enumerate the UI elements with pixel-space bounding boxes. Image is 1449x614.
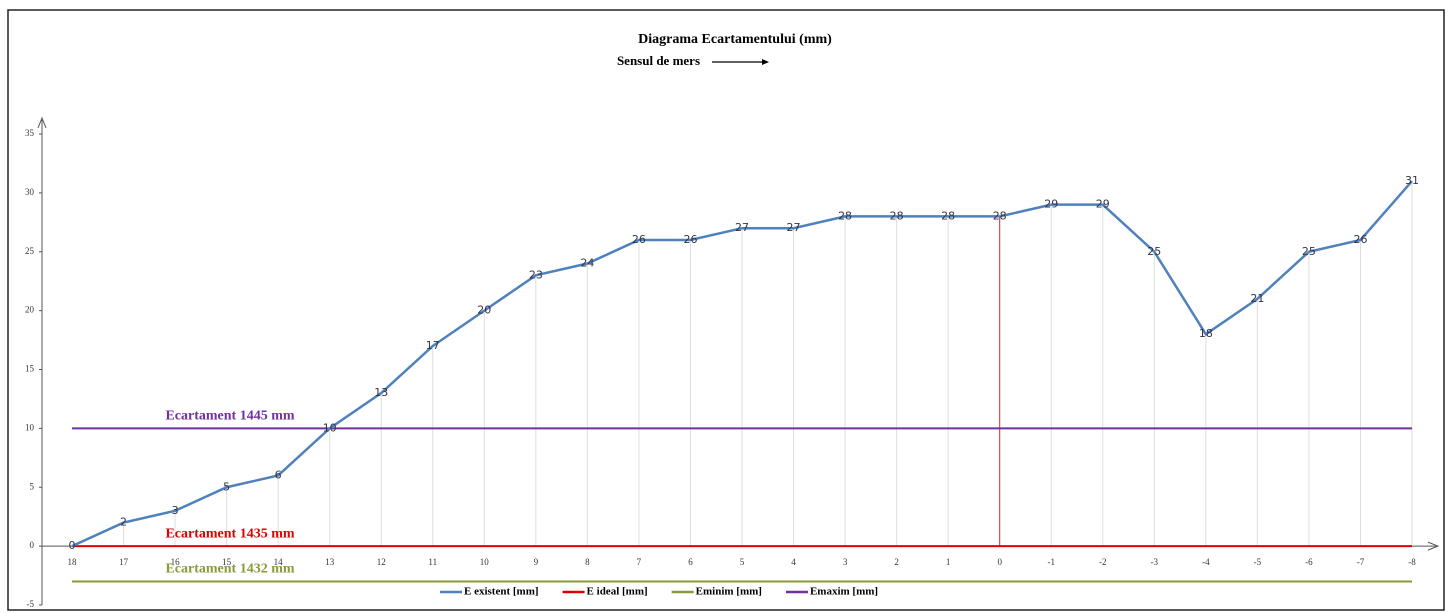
data-label: 5 (223, 480, 230, 493)
data-label: 6 (275, 468, 282, 481)
x-tick-label: 5 (740, 557, 745, 567)
data-label: 23 (529, 268, 543, 281)
direction-arrow-head (762, 59, 769, 65)
data-label: 2 (120, 516, 127, 529)
x-tick-label: 18 (68, 557, 78, 567)
x-tick-label: 15 (222, 557, 232, 567)
data-label: 26 (632, 233, 646, 246)
data-label: 27 (735, 221, 749, 234)
x-tick-label: -7 (1357, 557, 1365, 567)
data-label: 26 (683, 233, 697, 246)
line-annotation: Ecartament 1432 mm (165, 562, 294, 577)
x-tick-label: 1 (946, 557, 951, 567)
y-tick-label: 35 (25, 128, 35, 138)
x-tick-label: 10 (480, 557, 490, 567)
x-tick-label: 0 (997, 557, 1002, 567)
x-tick-label: -3 (1151, 557, 1159, 567)
x-tick-label: -1 (1047, 557, 1055, 567)
y-tick-label: 0 (30, 540, 35, 550)
data-label: 13 (374, 386, 388, 399)
data-label: 28 (941, 209, 955, 222)
data-label: 10 (323, 421, 337, 434)
x-tick-label: 4 (791, 557, 796, 567)
chart-subtitle: Sensul de mers (617, 53, 700, 68)
x-tick-label: 13 (325, 557, 335, 567)
y-tick-label: -5 (27, 599, 35, 609)
data-label: 26 (1353, 233, 1367, 246)
data-label: 27 (787, 221, 801, 234)
x-tick-label: 17 (119, 557, 129, 567)
data-label: 18 (1199, 327, 1213, 340)
x-tick-label: 3 (843, 557, 848, 567)
data-label: 28 (890, 209, 904, 222)
data-label: 29 (1044, 198, 1058, 211)
x-tick-label: 7 (637, 557, 642, 567)
x-tick-label: 2 (894, 557, 899, 567)
legend-label: E existent [mm] (464, 586, 539, 598)
x-tick-label: 9 (534, 557, 539, 567)
x-tick-label: 12 (377, 557, 386, 567)
x-tick-label: -6 (1305, 557, 1313, 567)
line-annotation: Ecartament 1435 mm (165, 526, 294, 541)
chart-title: Diagrama Ecartamentului (mm) (638, 32, 832, 47)
data-label: 28 (838, 209, 852, 222)
x-tick-label: 16 (171, 557, 181, 567)
data-label: 0 (69, 539, 76, 552)
data-label: 24 (580, 257, 594, 270)
x-tick-label: -2 (1099, 557, 1107, 567)
data-label: 25 (1302, 245, 1316, 258)
x-tick-label: -8 (1408, 557, 1416, 567)
y-tick-label: 20 (25, 305, 35, 315)
data-label: 25 (1147, 245, 1161, 258)
line-annotation: Ecartament 1445 mm (165, 409, 294, 424)
legend-label: Emaxim [mm] (810, 586, 878, 598)
x-tick-label: 11 (428, 557, 437, 567)
x-tick-label: 6 (688, 557, 693, 567)
chart-frame (7, 9, 1445, 611)
y-tick-label: 10 (25, 422, 35, 432)
y-tick-label: 5 (30, 481, 35, 491)
data-label: 17 (426, 339, 440, 352)
data-label: 29 (1096, 198, 1110, 211)
x-axis-arrow (1427, 541, 1440, 551)
legend-label: Eminim [mm] (696, 586, 762, 598)
y-axis-arrow (37, 116, 47, 129)
data-label: 28 (993, 209, 1007, 222)
x-tick-label: 8 (585, 557, 590, 567)
y-tick-label: 15 (25, 364, 35, 374)
data-label: 3 (172, 504, 179, 517)
data-label: 31 (1405, 174, 1419, 187)
x-tick-label: 14 (274, 557, 284, 567)
x-tick-label: -5 (1254, 557, 1262, 567)
y-tick-label: 30 (25, 187, 35, 197)
series-line (71, 180, 1413, 548)
data-label: 21 (1250, 292, 1264, 305)
x-tick-label: -4 (1202, 557, 1210, 567)
data-label: 20 (477, 304, 491, 317)
legend-label: E ideal [mm] (587, 586, 648, 598)
y-tick-label: 25 (25, 246, 35, 256)
